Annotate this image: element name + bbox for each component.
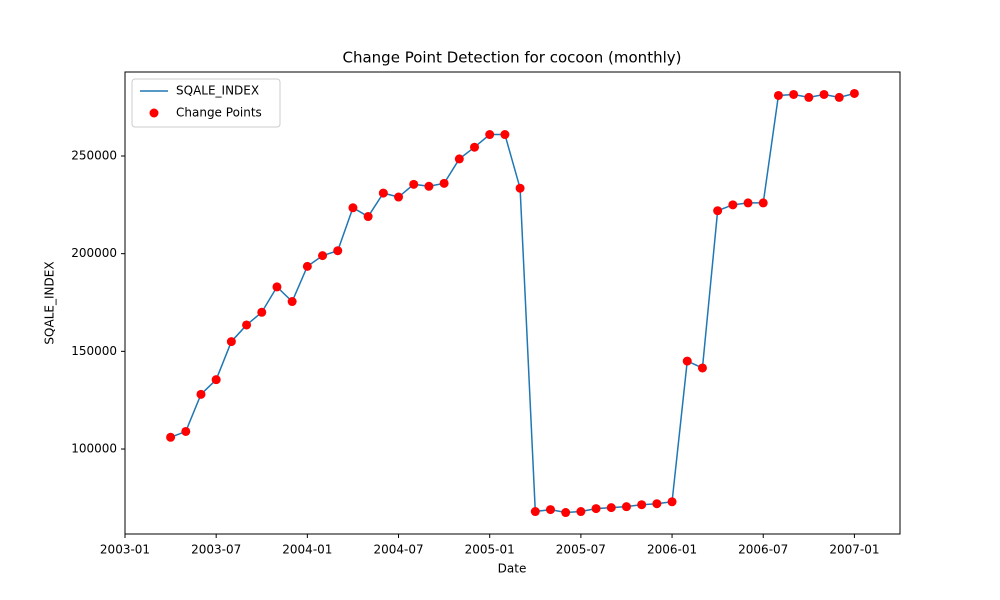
chart-title: Change Point Detection for cocoon (month… (343, 49, 682, 67)
x-tick-label: 2006-07 (738, 543, 788, 557)
data-point (333, 246, 343, 256)
data-point (196, 389, 206, 399)
data-point (424, 181, 434, 191)
data-point (439, 178, 449, 188)
y-tick-label: 100000 (71, 442, 117, 456)
data-point (728, 200, 738, 210)
data-point (697, 363, 707, 373)
x-tick-label: 2007-01 (829, 543, 879, 557)
y-tick-label: 250000 (71, 149, 117, 163)
x-tick-label: 2006-01 (647, 543, 697, 557)
data-point (181, 426, 191, 436)
x-tick-label: 2003-07 (191, 543, 241, 557)
legend-label: SQALE_INDEX (176, 84, 259, 98)
x-tick-label: 2005-01 (465, 543, 515, 557)
data-point (576, 507, 586, 517)
x-tick-label: 2004-01 (282, 543, 332, 557)
data-point (378, 188, 388, 198)
legend-label: Change Points (176, 106, 262, 120)
data-point (409, 179, 419, 189)
y-tick-label: 200000 (71, 246, 117, 260)
data-point (470, 142, 480, 152)
data-point (242, 320, 252, 330)
data-point (545, 505, 555, 515)
data-point (713, 206, 723, 216)
data-point (667, 497, 677, 507)
x-tick-label: 2004-07 (373, 543, 423, 557)
data-line (170, 92, 855, 514)
data-point (804, 92, 814, 102)
data-point (682, 356, 692, 366)
data-point (606, 503, 616, 513)
data-point (591, 504, 601, 514)
data-point (530, 507, 540, 517)
data-point (758, 198, 768, 208)
data-point (652, 499, 662, 509)
data-point (454, 154, 464, 164)
data-point (348, 203, 358, 213)
data-point (318, 251, 328, 261)
data-point (500, 130, 510, 140)
data-point (226, 337, 236, 347)
x-axis-label: Date (498, 562, 527, 576)
legend-swatch (149, 108, 159, 118)
x-tick-label: 2003-01 (100, 543, 150, 557)
data-point (819, 89, 829, 99)
data-point (363, 212, 373, 222)
data-point (166, 432, 176, 442)
y-tick-label: 150000 (71, 344, 117, 358)
data-point (773, 90, 783, 100)
data-point (849, 88, 859, 98)
data-point (302, 261, 312, 271)
data-point (287, 297, 297, 307)
x-tick-label: 2005-07 (556, 543, 606, 557)
data-point (834, 92, 844, 102)
data-point (743, 198, 753, 208)
data-point (257, 307, 267, 317)
data-point (211, 375, 221, 385)
data-point (394, 192, 404, 202)
data-point (561, 508, 571, 518)
data-point (789, 89, 799, 99)
data-point (272, 282, 282, 292)
data-point (637, 500, 647, 510)
data-point (621, 502, 631, 512)
data-point (515, 183, 525, 193)
data-point (485, 130, 495, 140)
plot-frame (124, 71, 901, 535)
legend-box (131, 78, 281, 128)
y-axis-label: SQALE_INDEX (43, 261, 57, 344)
